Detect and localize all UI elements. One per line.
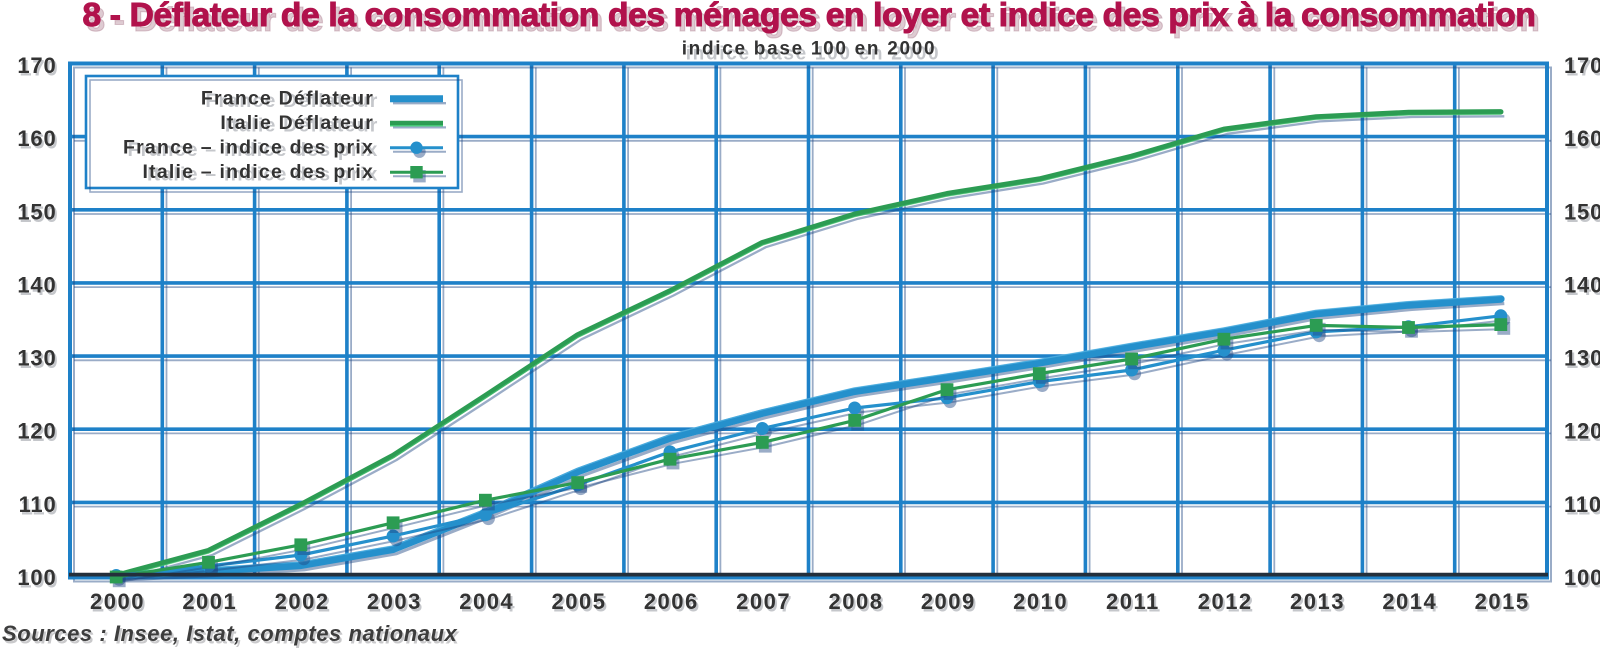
svg-text:2001: 2001 (182, 589, 237, 614)
svg-text:140: 140 (17, 272, 56, 297)
svg-text:100: 100 (1566, 568, 1600, 593)
svg-text:2015: 2015 (1475, 589, 1530, 614)
svg-text:160: 160 (1566, 129, 1600, 154)
svg-text:130: 130 (17, 346, 56, 371)
svg-text:120: 120 (19, 421, 58, 446)
svg-text:Sources : Insee, Istat, compte: Sources : Insee, Istat, comptes nationau… (2, 621, 458, 646)
svg-text:120: 120 (17, 419, 56, 444)
svg-text:2007: 2007 (738, 592, 793, 617)
svg-text:Italie – indice des prix: Italie – indice des prix (147, 164, 378, 186)
svg-text:Italie – indice des prix: Italie – indice des prix (143, 161, 374, 183)
svg-text:100: 100 (19, 568, 58, 593)
svg-text:110: 110 (1566, 494, 1600, 519)
svg-text:2012: 2012 (1198, 589, 1253, 614)
svg-text:2012: 2012 (1200, 592, 1255, 617)
svg-text:France – indice des prix: France – indice des prix (128, 139, 379, 161)
svg-text:100: 100 (17, 565, 56, 590)
svg-text:2008: 2008 (831, 592, 886, 617)
svg-text:2009: 2009 (921, 589, 976, 614)
svg-text:170: 170 (1564, 53, 1600, 78)
svg-text:Italie Déflateur: Italie Déflateur (220, 112, 374, 134)
svg-text:2004: 2004 (461, 592, 516, 617)
svg-text:150: 150 (19, 202, 58, 227)
svg-text:2010: 2010 (1015, 592, 1070, 617)
svg-text:140: 140 (1564, 272, 1600, 297)
svg-text:150: 150 (1564, 199, 1600, 224)
svg-text:2015: 2015 (1477, 592, 1532, 617)
svg-text:130: 130 (1564, 346, 1600, 371)
svg-text:2013: 2013 (1290, 589, 1345, 614)
svg-text:France Déflateur: France Déflateur (205, 90, 378, 112)
svg-text:2005: 2005 (554, 592, 609, 617)
svg-text:150: 150 (1566, 202, 1600, 227)
svg-text:2007: 2007 (736, 589, 791, 614)
svg-text:France – indice des prix: France – indice des prix (123, 137, 374, 159)
svg-text:Sources : Insee, Istat, compte: Sources : Insee, Istat, comptes nationau… (4, 624, 460, 649)
svg-text:170: 170 (1566, 56, 1600, 81)
svg-text:2010: 2010 (1013, 589, 1068, 614)
svg-text:100: 100 (1564, 565, 1600, 590)
svg-text:2003: 2003 (367, 589, 422, 614)
svg-text:indice base 100 en 2000: indice base 100 en 2000 (682, 39, 937, 60)
svg-text:2005: 2005 (552, 589, 607, 614)
svg-text:2011: 2011 (1108, 592, 1162, 617)
svg-text:2006: 2006 (646, 592, 701, 617)
svg-text:130: 130 (1566, 348, 1600, 373)
svg-text:8 - Déflateur de la consommati: 8 - Déflateur de la consommation des mén… (86, 2, 1539, 39)
svg-text:160: 160 (1564, 126, 1600, 151)
svg-text:170: 170 (19, 56, 58, 81)
svg-text:2000: 2000 (90, 589, 145, 614)
svg-text:140: 140 (1566, 275, 1600, 300)
svg-text:140: 140 (19, 275, 58, 300)
svg-text:2014: 2014 (1384, 592, 1439, 617)
svg-text:160: 160 (19, 129, 58, 154)
svg-text:2000: 2000 (92, 592, 147, 617)
svg-text:110: 110 (21, 494, 59, 519)
svg-text:2014: 2014 (1382, 589, 1437, 614)
svg-text:2001: 2001 (184, 592, 239, 617)
svg-text:110: 110 (19, 492, 57, 517)
svg-text:Italie Déflateur: Italie Déflateur (225, 115, 379, 137)
svg-text:indice base 100 en 2000: indice base 100 en 2000 (686, 44, 941, 65)
svg-text:110: 110 (1564, 492, 1600, 517)
svg-text:8 - Déflateur de la consommati: 8 - Déflateur de la consommation des mén… (82, 0, 1535, 34)
svg-text:2006: 2006 (644, 589, 699, 614)
svg-text:2008: 2008 (829, 589, 884, 614)
svg-text:170: 170 (17, 53, 56, 78)
svg-text:2003: 2003 (369, 592, 424, 617)
svg-text:120: 120 (1566, 421, 1600, 446)
svg-text:2002: 2002 (275, 589, 330, 614)
svg-text:160: 160 (17, 126, 56, 151)
svg-text:120: 120 (1564, 419, 1600, 444)
svg-text:2002: 2002 (277, 592, 332, 617)
svg-text:2009: 2009 (923, 592, 978, 617)
svg-text:2004: 2004 (459, 589, 514, 614)
svg-text:2011: 2011 (1106, 589, 1160, 614)
svg-text:130: 130 (19, 348, 58, 373)
svg-text:2013: 2013 (1292, 592, 1347, 617)
svg-text:150: 150 (17, 199, 56, 224)
svg-text:France Déflateur: France Déflateur (201, 88, 374, 110)
